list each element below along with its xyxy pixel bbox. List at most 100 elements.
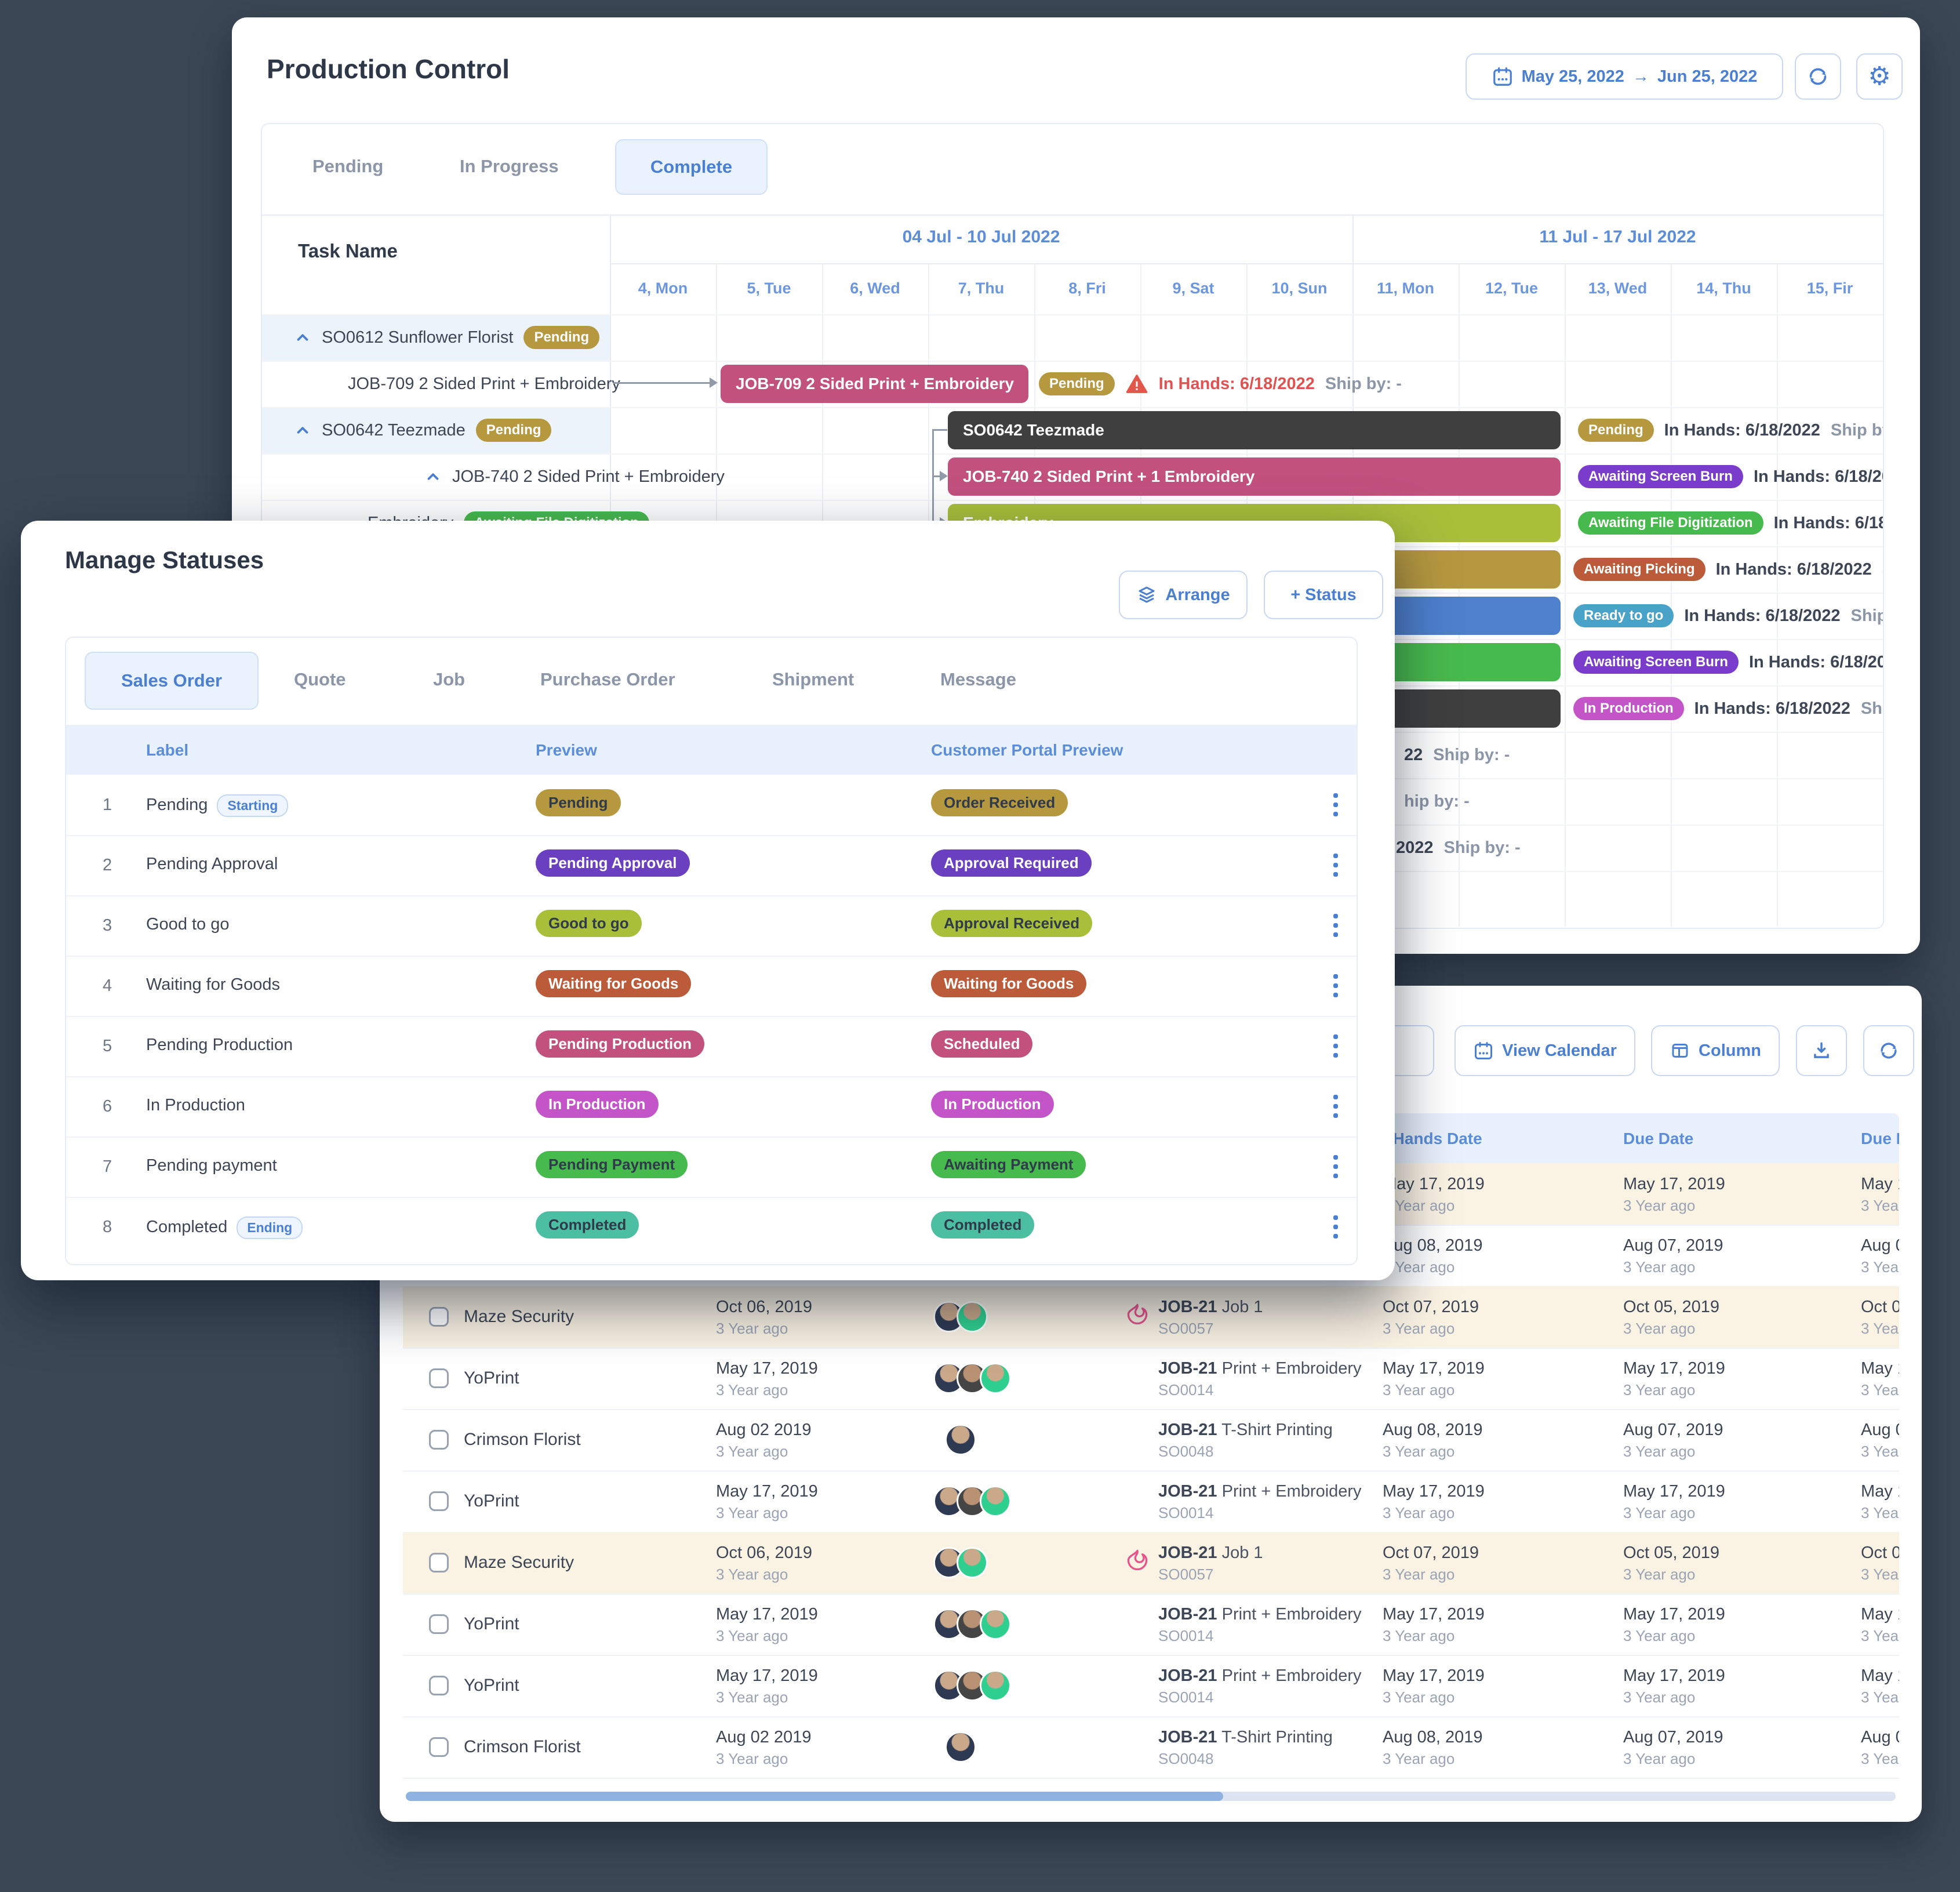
date-range-end: Jun 25, 2022 xyxy=(1657,67,1758,86)
refresh-button[interactable] xyxy=(1795,53,1841,100)
arrange-button[interactable]: Arrange xyxy=(1119,571,1248,619)
tab-message[interactable]: Message xyxy=(940,669,1016,689)
tab-quote[interactable]: Quote xyxy=(294,669,346,689)
row-number: 2 xyxy=(103,856,112,874)
gantt-bar-job-709[interactable]: JOB-709 2 Sided Print + Embroidery xyxy=(721,365,1028,403)
table-row[interactable]: YoPrint May 17, 2019 3 Year ago JOB-21 P… xyxy=(403,1655,1899,1717)
due-date: Aug 07, 2019 xyxy=(1623,1236,1723,1255)
refresh-button[interactable] xyxy=(1863,1025,1914,1076)
row-menu-button[interactable] xyxy=(1333,914,1339,937)
tab-sales-order[interactable]: Sales Order xyxy=(85,652,259,710)
sales-order-number: SO0014 xyxy=(1158,1688,1214,1706)
preview-pill: In Production xyxy=(536,1091,659,1118)
status-label: Pending Approval xyxy=(146,855,278,873)
created-date: Oct 06, 2019 xyxy=(716,1544,813,1562)
calendar-icon xyxy=(1492,66,1514,88)
gantt-row-status: Awaiting Picking In Hands: 6/18/2022 Shi… xyxy=(1573,546,1883,593)
in-hands-date: In Hands: 6/18/2022 xyxy=(1773,513,1883,532)
gantt-row-group[interactable]: SO0642 Teezmade Pending xyxy=(262,407,642,453)
gantt-row-status: Ready to go In Hands: 6/18/2022 Ship by:… xyxy=(1573,593,1883,639)
job-name: Print + Embroidery xyxy=(1221,1482,1362,1501)
gantt-bar-job-740[interactable]: JOB-740 2 Sided Print + 1 Embroidery xyxy=(948,457,1561,496)
table-row[interactable]: YoPrint May 17, 2019 3 Year ago JOB-21 P… xyxy=(403,1470,1899,1533)
gantt-row-task[interactable]: JOB-709 2 Sided Print + Embroidery xyxy=(262,361,696,407)
arrow-right-icon: → xyxy=(1632,67,1649,86)
row-menu-button[interactable] xyxy=(1333,974,1339,997)
row-number: 5 xyxy=(103,1037,112,1055)
sales-order-number: SO0014 xyxy=(1158,1627,1214,1644)
horizontal-scrollbar-thumb[interactable] xyxy=(406,1792,1223,1801)
download-button[interactable] xyxy=(1796,1025,1847,1076)
row-menu-button[interactable] xyxy=(1333,1155,1339,1178)
table-row[interactable]: YoPrint May 17, 2019 3 Year ago JOB-21 P… xyxy=(403,1593,1899,1656)
add-status-button[interactable]: + Status xyxy=(1264,571,1383,619)
avatar xyxy=(945,1424,976,1455)
customer-name: YoPrint xyxy=(464,1368,519,1388)
tab-complete[interactable]: Complete xyxy=(615,139,768,195)
flame-icon xyxy=(1125,1547,1150,1573)
row-checkbox[interactable] xyxy=(429,1553,449,1573)
chevron-up-icon[interactable] xyxy=(294,329,311,346)
row-menu-button[interactable] xyxy=(1333,1034,1339,1058)
gantt-day: 8, Fri xyxy=(1068,279,1106,297)
gantt-row-status: Pending In Hands: 6/18/2022 Ship by: - xyxy=(1578,407,1883,453)
column-button[interactable]: Column xyxy=(1651,1025,1780,1076)
settings-button[interactable]: ⚙ xyxy=(1856,53,1903,100)
row-checkbox[interactable] xyxy=(429,1614,449,1634)
customer-name: YoPrint xyxy=(464,1491,519,1510)
tab-purchase-order[interactable]: Purchase Order xyxy=(540,669,675,689)
column-icon xyxy=(1670,1040,1690,1061)
table-row[interactable]: Crimson Florist Aug 02 2019 3 Year ago J… xyxy=(403,1716,1899,1779)
row-menu-button[interactable] xyxy=(1333,854,1339,877)
gantt-row-status: 22 Ship by: - xyxy=(1404,732,1868,778)
row-checkbox[interactable] xyxy=(429,1676,449,1695)
table-row[interactable]: Maze Security Oct 06, 2019 3 Year ago JO… xyxy=(403,1286,1899,1349)
created-ago: 3 Year ago xyxy=(716,1443,788,1460)
tab-pending[interactable]: Pending xyxy=(312,156,384,176)
due-ago: 3 Year ago xyxy=(1623,1688,1696,1706)
due-ago-2: 3 Year ago xyxy=(1861,1750,1899,1767)
row-checkbox[interactable] xyxy=(429,1368,449,1388)
row-menu-button[interactable] xyxy=(1333,793,1339,816)
gantt-row-status: In Production In Hands: 6/18/2022 Ship b… xyxy=(1573,685,1883,732)
status-label: Completed Ending xyxy=(146,1216,303,1239)
status-pill: In Production xyxy=(1573,697,1684,720)
created-ago: 3 Year ago xyxy=(716,1320,788,1337)
status-label: Good to go xyxy=(146,915,230,934)
status-badge: Pending xyxy=(475,419,552,442)
due-ago: 3 Year ago xyxy=(1623,1381,1696,1399)
row-checkbox[interactable] xyxy=(429,1307,449,1327)
in-hands-date: Aug 08, 2019 xyxy=(1383,1728,1483,1746)
table-row[interactable]: YoPrint May 17, 2019 3 Year ago JOB-21 P… xyxy=(403,1348,1899,1410)
gantt-day: 11, Mon xyxy=(1376,279,1435,297)
in-hands-date: In Hands: 6/18/2022 xyxy=(1748,652,1883,671)
gantt-row-group[interactable]: SO0612 Sunflower Florist Pending xyxy=(262,314,642,361)
chevron-up-icon[interactable] xyxy=(424,468,442,485)
horizontal-scrollbar-track[interactable] xyxy=(406,1792,1896,1801)
table-row[interactable]: Maze Security Oct 06, 2019 3 Year ago JO… xyxy=(403,1532,1899,1595)
row-checkbox[interactable] xyxy=(429,1491,449,1511)
row-menu-button[interactable] xyxy=(1333,1095,1339,1118)
ship-by: Ship by: - xyxy=(1850,606,1883,625)
row-checkbox[interactable] xyxy=(429,1430,449,1450)
in-hands-date: 22 xyxy=(1404,745,1423,764)
tab-job[interactable]: Job xyxy=(433,669,466,689)
row-menu-button[interactable] xyxy=(1333,1215,1339,1239)
customer-name: YoPrint xyxy=(464,1676,519,1695)
gantt-bar-so0642[interactable]: SO0642 Teezmade xyxy=(948,411,1561,449)
due-date: May 17, 2019 xyxy=(1623,1605,1725,1624)
table-row[interactable]: Crimson Florist Aug 02 2019 3 Year ago J… xyxy=(403,1409,1899,1472)
tab-in-progress[interactable]: In Progress xyxy=(460,156,559,176)
status-label: Waiting for Goods xyxy=(146,975,281,994)
gantt-row-task[interactable]: JOB-740 2 Sided Print + Embroidery xyxy=(262,453,772,500)
view-calendar-button[interactable]: View Calendar xyxy=(1454,1025,1635,1076)
chevron-up-icon[interactable] xyxy=(294,422,311,439)
due-ago: 3 Year ago xyxy=(1623,1504,1696,1521)
portal-pill: Approval Required xyxy=(931,849,1092,877)
in-hands-date: May 17, 2019 xyxy=(1383,1666,1485,1685)
avatar xyxy=(980,1486,1011,1517)
row-checkbox[interactable] xyxy=(429,1737,449,1757)
date-range-button[interactable]: May 25, 2022 → Jun 25, 2022 xyxy=(1466,53,1783,100)
tab-shipment[interactable]: Shipment xyxy=(772,669,854,689)
